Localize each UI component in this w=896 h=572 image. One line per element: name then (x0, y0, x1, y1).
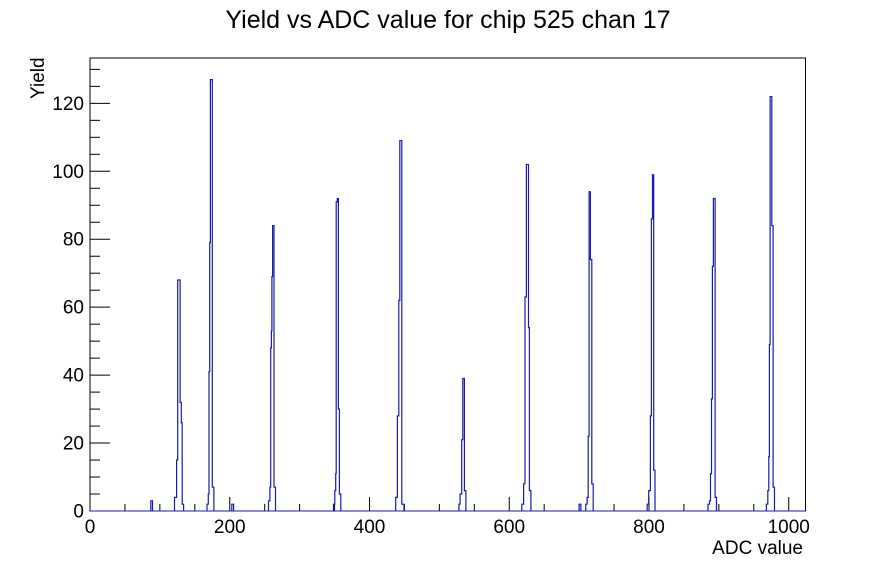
svg-text:1000: 1000 (768, 517, 810, 538)
svg-text:120: 120 (52, 94, 84, 115)
svg-text:100: 100 (52, 162, 84, 183)
chart-title: Yield vs ADC value for chip 525 chan 17 (225, 6, 670, 34)
y-axis-ticks (90, 68, 110, 512)
plot-frame (89, 57, 806, 512)
svg-text:20: 20 (63, 434, 84, 455)
svg-text:60: 60 (63, 298, 84, 319)
svg-text:0: 0 (73, 502, 84, 523)
svg-text:200: 200 (214, 517, 246, 538)
svg-text:80: 80 (63, 230, 84, 251)
x-axis-title: ADC value (712, 538, 803, 559)
svg-text:40: 40 (63, 366, 84, 387)
svg-text:400: 400 (354, 517, 386, 538)
y-axis-labels: 0 20 40 60 80 100 120 (52, 94, 84, 523)
svg-text:800: 800 (633, 517, 665, 538)
histogram-line (90, 79, 806, 512)
x-axis-ticks (89, 497, 790, 511)
y-axis-title: Yield (28, 57, 49, 99)
svg-text:0: 0 (85, 517, 96, 538)
svg-text:600: 600 (493, 517, 525, 538)
x-axis-labels: 0 200 400 600 800 1000 (85, 517, 810, 538)
